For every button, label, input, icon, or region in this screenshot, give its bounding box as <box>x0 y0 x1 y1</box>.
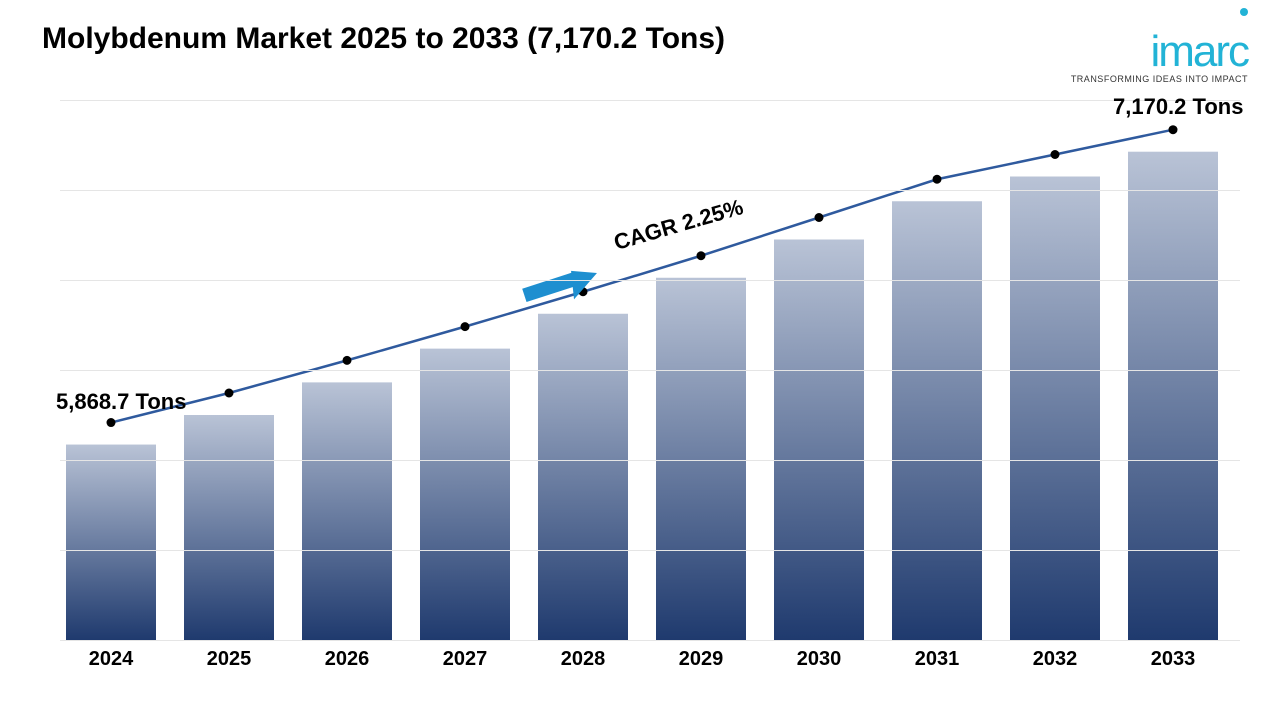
logo-tagline: TRANSFORMING IDEAS INTO IMPACT <box>1071 74 1248 84</box>
bar <box>892 201 982 640</box>
bar <box>302 382 392 640</box>
gridline <box>60 460 1240 461</box>
line-marker <box>461 322 470 331</box>
line-marker <box>1051 150 1060 159</box>
x-axis-label: 2028 <box>538 648 628 671</box>
bar <box>656 278 746 640</box>
gridline <box>60 640 1240 641</box>
bar <box>1128 152 1218 640</box>
gridline <box>60 550 1240 551</box>
gridline <box>60 370 1240 371</box>
x-axis-label: 2031 <box>892 648 982 671</box>
chart-title: Molybdenum Market 2025 to 2033 (7,170.2 … <box>42 22 725 56</box>
bar <box>184 415 274 640</box>
bar <box>66 445 156 640</box>
end-value-label: 7,170.2 Tons <box>1113 94 1243 120</box>
x-axis-label: 2033 <box>1128 648 1218 671</box>
line-marker <box>1169 125 1178 134</box>
gridline <box>60 190 1240 191</box>
logo-dot-icon <box>1240 8 1248 16</box>
chart-area: 5,868.7 Tons7,170.2 TonsCAGR 2.25% 2024 2… <box>60 100 1240 680</box>
line-marker <box>343 356 352 365</box>
bar <box>538 314 628 640</box>
trend-arrow-icon <box>522 263 602 302</box>
x-axis-label: 2027 <box>420 648 510 671</box>
line-marker <box>933 175 942 184</box>
bar <box>774 240 864 641</box>
x-axis-label: 2030 <box>774 648 864 671</box>
x-axis-label: 2026 <box>302 648 392 671</box>
x-axis-label: 2025 <box>184 648 274 671</box>
logo-text: imarc <box>1071 32 1248 72</box>
start-value-label: 5,868.7 Tons <box>56 389 186 415</box>
x-axis-label: 2032 <box>1010 648 1100 671</box>
x-axis-label: 2029 <box>656 648 746 671</box>
gridline <box>60 100 1240 101</box>
line-marker <box>697 251 706 260</box>
gridline <box>60 280 1240 281</box>
line-marker <box>815 213 824 222</box>
imarc-logo: imarc TRANSFORMING IDEAS INTO IMPACT <box>1071 14 1248 84</box>
line-marker <box>107 418 116 427</box>
bar <box>1010 177 1100 641</box>
plot-area: 5,868.7 Tons7,170.2 TonsCAGR 2.25% <box>60 100 1240 640</box>
line-marker <box>225 389 234 398</box>
x-axis-label: 2024 <box>66 648 156 671</box>
bar <box>420 349 510 640</box>
